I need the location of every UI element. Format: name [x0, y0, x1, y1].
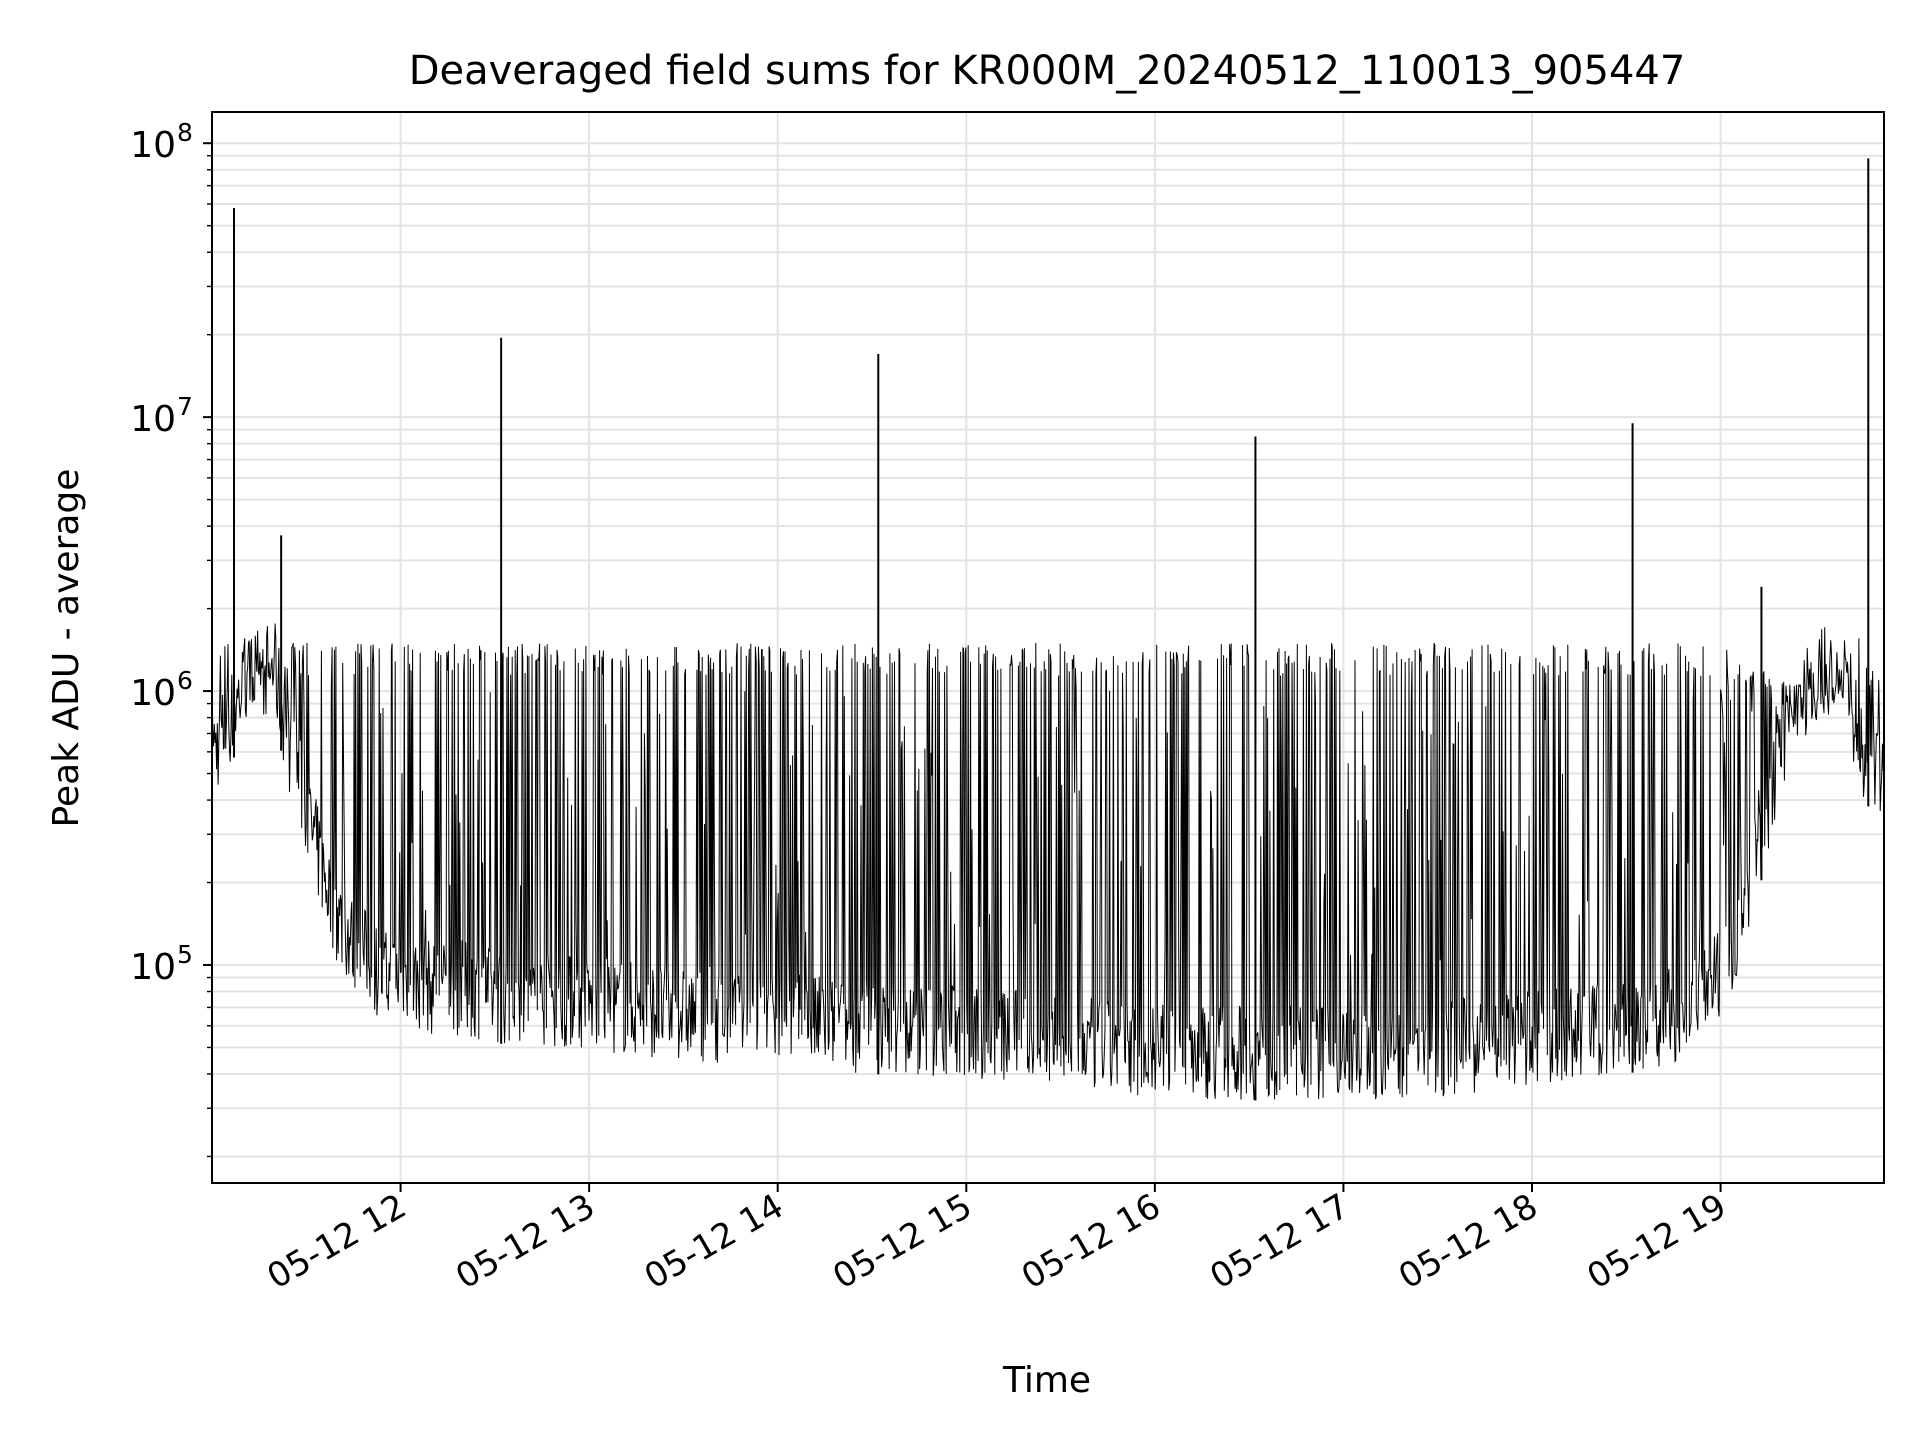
- y-tick-label: 10: [130, 947, 176, 988]
- chart-title: Deaveraged field sums for KR000M_2024051…: [409, 48, 1686, 94]
- x-axis-label: Time: [1002, 1360, 1091, 1401]
- y-tick-label: 10: [130, 673, 176, 714]
- y-tick-exponent: 5: [177, 940, 193, 969]
- y-tick-exponent: 8: [177, 118, 193, 147]
- axes-frame: [211, 111, 1885, 1184]
- y-tick-label: 10: [130, 125, 176, 166]
- y-tick-exponent: 7: [177, 392, 193, 421]
- series-line: [211, 623, 1885, 1100]
- y-tick-exponent: 6: [177, 666, 193, 695]
- spikes: [233, 158, 1870, 1101]
- y-axis-label: Peak ADU - average: [46, 469, 87, 828]
- y-tick-label: 10: [130, 399, 176, 440]
- plot-area: [211, 158, 1885, 1101]
